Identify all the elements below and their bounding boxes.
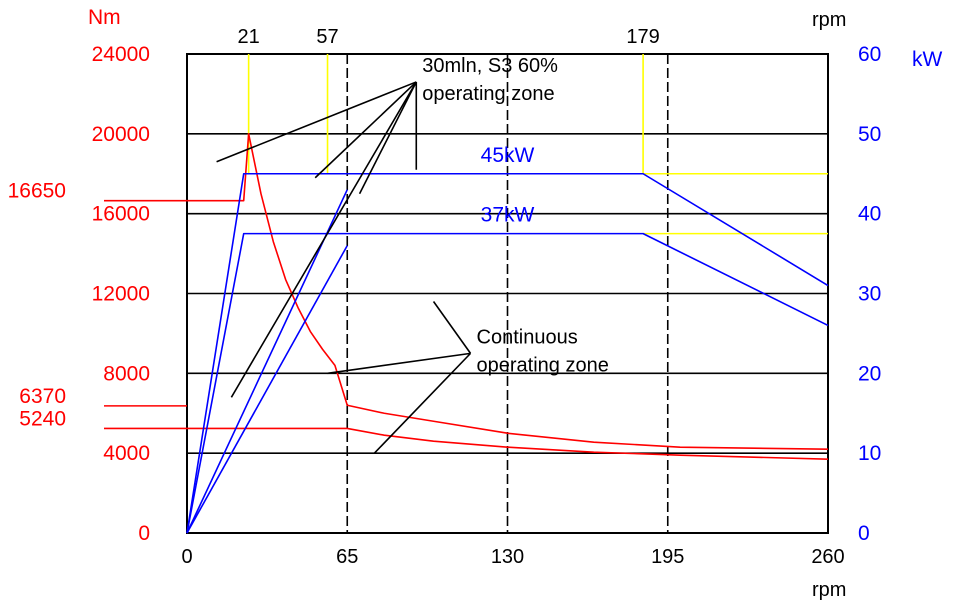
callout-line (230, 81, 417, 398)
torque-value-label: 16650 (8, 180, 66, 203)
y-right-tick-label: 40 (858, 203, 881, 226)
torque-value-label: 6370 (19, 385, 66, 408)
boundary-layer (247, 54, 828, 235)
left-axis-unit: Nm (88, 6, 121, 29)
y-left-tick-label: 0 (138, 522, 150, 545)
top-axis-unit: rpm (812, 9, 846, 31)
x-tick-label: 0 (181, 546, 192, 568)
boundary-line (642, 54, 828, 175)
callout-line (327, 352, 471, 375)
callout-line (358, 81, 417, 195)
x-tick-label: 195 (651, 546, 684, 568)
torque-value-label: 5240 (19, 407, 66, 430)
power-curve (186, 232, 829, 534)
y-right-tick-label: 0 (858, 522, 870, 545)
series-layer (104, 133, 829, 534)
annotation-text: 30mln, S3 60% (422, 55, 558, 77)
annotation-text: Continuous (477, 326, 578, 348)
power-curve (186, 245, 348, 534)
x-tick-label: 260 (811, 546, 844, 568)
y-left-tick-label: 8000 (103, 362, 150, 385)
power-curve (186, 172, 829, 534)
annotation-text: operating zone (477, 354, 609, 376)
y-left-tick-label: 16000 (92, 203, 150, 226)
y-left-tick-label: 4000 (103, 442, 150, 465)
torque-curve (187, 427, 829, 460)
y-left-tick-label: 12000 (92, 283, 150, 306)
callout-line (432, 301, 472, 354)
x-tick-label: 130 (491, 546, 524, 568)
y-right-tick-label: 50 (858, 123, 881, 146)
y-left-tick-label: 24000 (92, 43, 150, 66)
y-left-tick-label: 20000 (92, 123, 150, 146)
power-curve (186, 189, 348, 534)
y-right-tick-label: 20 (858, 362, 881, 385)
y-right-tick-label: 30 (858, 283, 881, 306)
annotation-text: operating zone (422, 83, 554, 105)
grid-layer (186, 53, 829, 534)
y-right-tick-label: 10 (858, 442, 881, 465)
right-axis-unit: kW (912, 48, 943, 71)
torque-curve (187, 133, 829, 450)
top-tick-label: 57 (316, 26, 338, 48)
x-tick-label: 65 (336, 546, 358, 568)
power-series-label: 45kW (481, 144, 535, 167)
top-tick-label: 21 (238, 26, 260, 48)
label-layer: Nm kW rpm rpm 0 65 130 195 260 0 4000 8000 12000… (8, 6, 943, 601)
callout-line (216, 81, 417, 163)
annotation-layer: 30mln, S3 60% operating zone Continuous ope… (216, 55, 609, 454)
bottom-axis-unit: rpm (812, 579, 846, 601)
callout-line (373, 352, 472, 454)
top-tick-label: 179 (626, 26, 659, 48)
y-right-tick-label: 60 (858, 43, 881, 66)
callout-line (314, 81, 417, 179)
power-series-label: 37kW (481, 204, 535, 227)
